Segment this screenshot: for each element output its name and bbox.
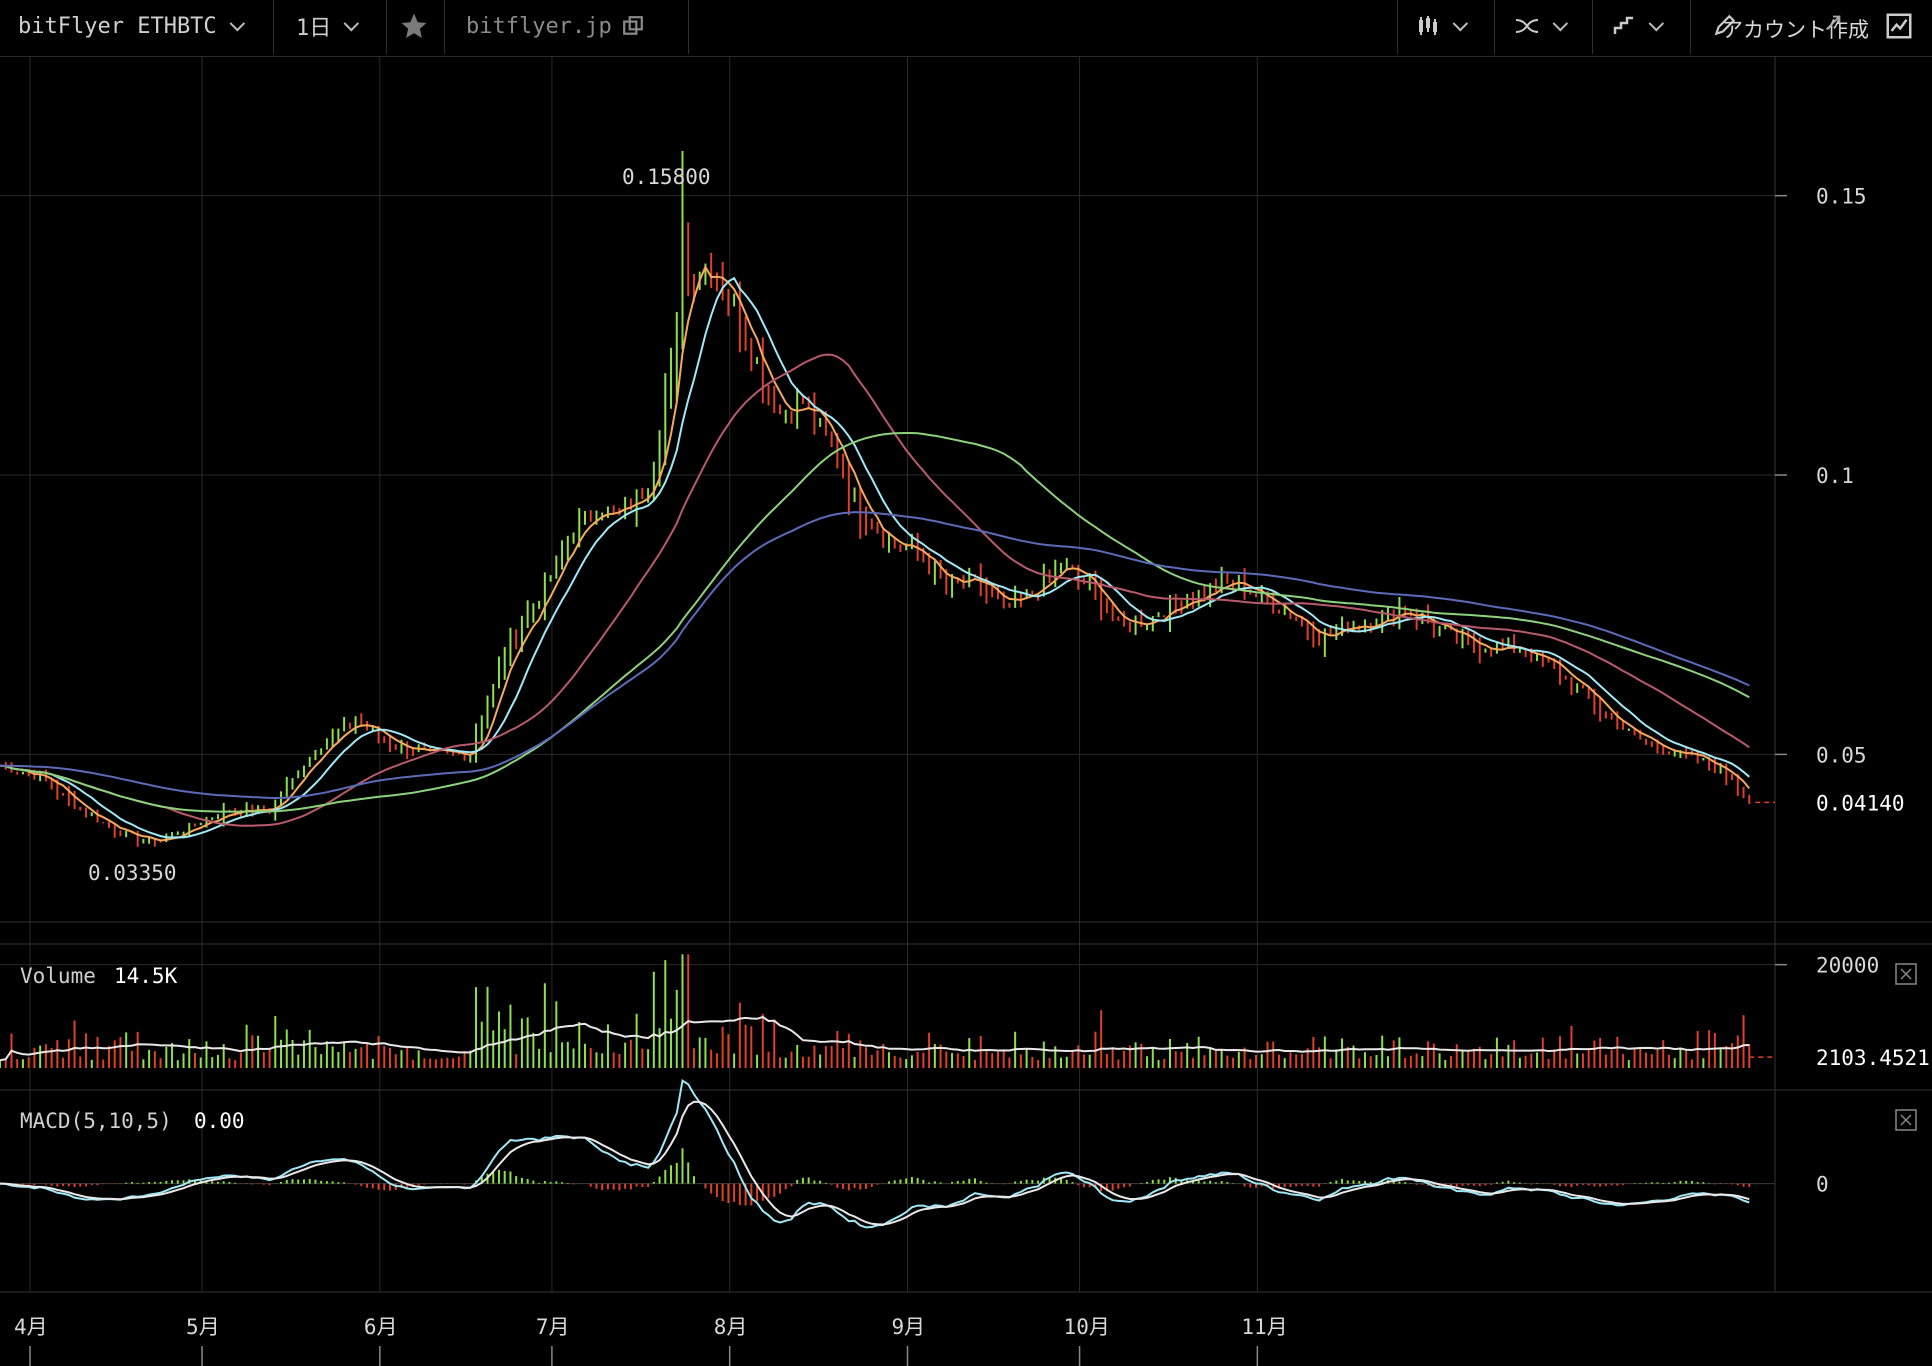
compare-button[interactable] [1612, 0, 1682, 52]
chevron-down-icon [343, 15, 360, 31]
ma-90-line [0, 511, 1750, 800]
volume-ma-line [0, 1015, 1750, 1062]
price-pane [0, 150, 1775, 847]
star-icon [401, 13, 427, 38]
chevron-down-icon [229, 15, 245, 31]
symbol-label: bitFlyer ETHBTC [18, 13, 217, 39]
high-price-label: 0.15800 [622, 165, 711, 189]
last-price-label: 0.04140 [1816, 791, 1905, 815]
macd-signal-line [0, 1100, 1750, 1226]
y-tick-label: 0.1 [1816, 464, 1854, 488]
volume-last-label: 2103.4521 [1816, 1046, 1930, 1070]
indicator-icon [1515, 19, 1539, 33]
y-tick-label: 0.15 [1816, 185, 1867, 209]
x-tick-label: 8月 [714, 1315, 748, 1339]
symbol-selector[interactable]: bitFlyer ETHBTC [18, 0, 268, 52]
chart-area[interactable]: 0.15 0.1 0.05 0.04140 20000 2103.4521 0 4月 5月 6月 7… [0, 56, 1932, 1366]
x-tick-label: 11月 [1241, 1315, 1287, 1339]
favorite-button[interactable] [398, 0, 430, 52]
macd-value: 0.00 [194, 1109, 245, 1133]
account-button[interactable]: アカウント作成 [1708, 0, 1880, 52]
y-tick-label: 0.05 [1816, 743, 1867, 767]
close-macd-pane-button[interactable] [1895, 1109, 1917, 1131]
site-link-label: bitflyer.jp [466, 13, 612, 39]
x-tick-label: 5月 [186, 1315, 220, 1339]
account-label: アカウント作成 [1722, 18, 1869, 42]
candlestick-icon [1419, 16, 1437, 35]
snapshot-button[interactable] [1884, 0, 1924, 52]
ma-60-line [0, 432, 1750, 813]
volume-value: 14.5K [114, 964, 178, 988]
pencil-icon [1714, 14, 1736, 36]
close-icon [1900, 968, 1912, 980]
grid [0, 56, 1932, 1293]
macd-pane [0, 1079, 1751, 1229]
compare-icon [1613, 16, 1633, 34]
x-tick-label: 4月 [14, 1315, 48, 1339]
axes: 0.15 0.1 0.05 0.04140 20000 2103.4521 0 4月 5月 6月 7… [14, 185, 1930, 1366]
x-tick-label: 7月 [536, 1315, 570, 1339]
expand-icon [1825, 15, 1841, 31]
interval-label: 1日 [296, 16, 332, 41]
macd-title: MACD(5,10,5) [20, 1109, 172, 1133]
chevron-down-icon [1452, 15, 1469, 31]
ma-10-line [0, 276, 1750, 839]
chart-type-button[interactable] [1416, 0, 1486, 52]
macd-tick-label: 0 [1816, 1173, 1829, 1197]
low-price-label: 0.03350 [88, 861, 177, 885]
volume-title: Volume [20, 964, 96, 988]
chevron-down-icon [1648, 15, 1665, 31]
snapshot-icon [1886, 13, 1912, 39]
indicator-button[interactable] [1514, 0, 1584, 52]
close-volume-pane-button[interactable] [1895, 963, 1917, 985]
volume-tick-label: 20000 [1816, 954, 1879, 978]
interval-selector[interactable]: 1日 [296, 0, 386, 52]
x-tick-label: 6月 [364, 1315, 398, 1339]
volume-pane [0, 954, 1775, 1068]
chart-labels: 0.15800 0.03350 Volume 14.5K MACD(5,10,5… [20, 165, 711, 1133]
toolbar: bitFlyer ETHBTC 1日 bitflyer.jp アカウント作成 [0, 0, 1932, 57]
chevron-down-icon [1552, 15, 1569, 31]
close-icon [1900, 1114, 1912, 1126]
ma-30-line [0, 353, 1750, 827]
x-tick-label: 10月 [1064, 1315, 1110, 1339]
x-tick-label: 9月 [892, 1315, 926, 1339]
site-link[interactable]: bitflyer.jp [466, 0, 686, 52]
external-link-icon [622, 16, 643, 35]
macd-line [0, 1079, 1750, 1229]
